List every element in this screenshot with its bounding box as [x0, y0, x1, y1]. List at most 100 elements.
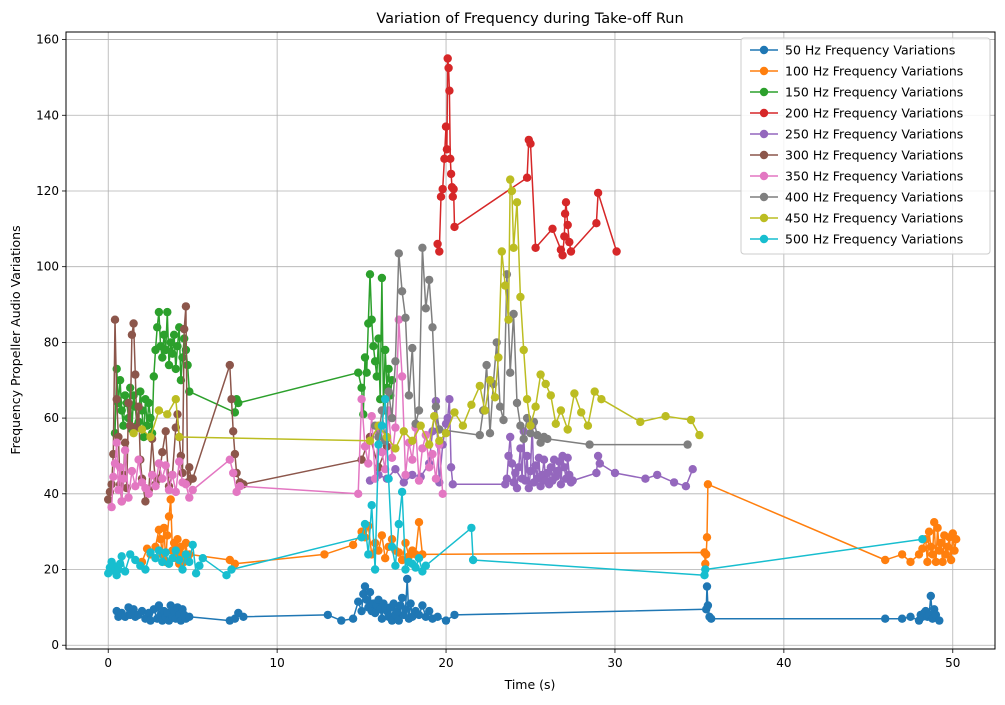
data-point [136, 387, 145, 396]
y-axis-label: Frequency Propeller Audio Variations [8, 225, 23, 454]
data-point [230, 449, 240, 459]
data-point [377, 448, 387, 457]
data-point [391, 357, 400, 366]
data-point [134, 455, 143, 464]
data-point [924, 527, 934, 536]
y-tick-label: 40 [44, 487, 59, 501]
data-point [127, 330, 137, 339]
data-point [935, 546, 944, 555]
data-point [445, 395, 454, 404]
data-point [918, 535, 927, 544]
data-point [512, 198, 522, 207]
data-point [401, 605, 410, 614]
legend-box [740, 37, 991, 255]
data-point [173, 535, 182, 544]
data-point [438, 184, 447, 194]
data-point [391, 423, 400, 432]
legend-swatch-marker [759, 192, 769, 202]
data-point [365, 270, 375, 279]
data-point [129, 429, 138, 438]
y-tick-label: 140 [36, 108, 59, 122]
data-point [180, 324, 189, 334]
legend-item: 200 Hz Frequency Variations [750, 106, 963, 121]
data-point [918, 544, 927, 553]
legend-item: 50 Hz Frequency Variations [750, 43, 955, 58]
data-point [365, 588, 375, 597]
data-point [234, 398, 243, 408]
data-point [480, 406, 490, 415]
data-point [164, 485, 174, 495]
data-point [707, 614, 716, 623]
data-point [171, 395, 180, 404]
legend-label: 50 Hz Frequency Variations [785, 43, 955, 58]
data-point [161, 548, 170, 557]
data-point [381, 465, 390, 474]
data-point [171, 364, 180, 374]
data-point [175, 555, 184, 565]
data-point [448, 192, 457, 201]
data-point [416, 421, 425, 430]
data-point [158, 557, 167, 567]
data-point [391, 561, 400, 570]
data-point [141, 497, 150, 506]
y-tick-label: 80 [44, 335, 59, 349]
data-point [381, 554, 390, 563]
data-point [166, 495, 175, 504]
legend-label: 450 Hz Frequency Variations [785, 211, 963, 226]
x-tick-label: 20 [438, 656, 453, 670]
data-point [381, 395, 390, 404]
legend-label: 150 Hz Frequency Variations [785, 85, 963, 100]
data-point [374, 440, 383, 449]
data-point [526, 466, 535, 476]
data-point [425, 606, 434, 616]
data-point [391, 444, 400, 453]
data-point [120, 438, 130, 447]
data-point [433, 239, 442, 249]
data-point [178, 468, 187, 478]
data-point [120, 391, 130, 400]
data-point [595, 459, 604, 468]
data-point [168, 349, 177, 358]
data-point [104, 495, 113, 504]
data-point [107, 480, 116, 489]
data-point [943, 542, 952, 551]
data-point [526, 429, 535, 438]
data-point [522, 395, 532, 404]
data-point [561, 198, 571, 207]
data-point [506, 175, 515, 184]
data-point [522, 173, 532, 182]
data-point [357, 606, 366, 616]
data-point [435, 247, 444, 256]
data-point [225, 360, 234, 370]
data-point [592, 468, 601, 478]
data-point [946, 555, 956, 565]
data-point [566, 247, 576, 256]
data-point [610, 468, 620, 478]
data-point [881, 614, 890, 623]
series-10 [104, 395, 927, 580]
data-point [497, 247, 506, 256]
data-point [433, 612, 442, 621]
data-point [418, 444, 427, 453]
data-point [357, 383, 366, 392]
data-point [702, 550, 711, 559]
data-point [475, 430, 484, 440]
data-point [431, 402, 441, 411]
data-point [227, 565, 236, 574]
legend: 50 Hz Frequency Variations 100 Hz Frequen… [740, 37, 991, 255]
data-point [131, 370, 140, 379]
data-point [146, 432, 155, 442]
legend-item: 450 Hz Frequency Variations [750, 211, 963, 226]
data-point [191, 569, 201, 578]
axis-ticks: 0 10 20 30 40 50 0 20 40 60 80 100 120 140 160 [36, 33, 960, 670]
data-point [421, 561, 430, 570]
data-point [641, 474, 650, 483]
data-point [507, 186, 517, 196]
data-point [499, 415, 508, 425]
data-point [185, 493, 194, 502]
y-tick-label: 100 [36, 260, 59, 274]
data-point [362, 368, 371, 377]
data-point [112, 438, 121, 447]
